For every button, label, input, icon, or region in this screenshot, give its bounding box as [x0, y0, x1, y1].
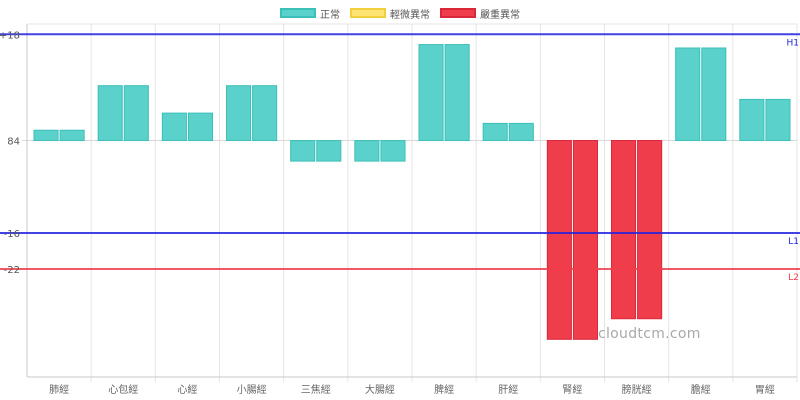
x-tick-label: 小腸經	[237, 383, 267, 396]
legend-label-severe: 嚴重異常	[480, 9, 520, 21]
y-tick-label: 84	[7, 137, 20, 148]
legend-item-normal[interactable]: 正常	[280, 6, 340, 21]
legend-label-normal: 正常	[320, 9, 340, 21]
x-tick-label: 肝經	[498, 383, 518, 396]
bar	[765, 98, 791, 142]
legend-swatch-slight	[350, 8, 386, 18]
bar	[701, 47, 727, 142]
legend-label-slight: 輕微異常	[390, 9, 430, 21]
bar	[123, 85, 149, 142]
reference-line-tag: L1	[788, 237, 799, 247]
y-tick-label: -16	[4, 229, 20, 240]
bar	[290, 140, 316, 162]
x-tick-label: 胃經	[755, 383, 775, 396]
legend-item-severe[interactable]: 嚴重異常	[440, 6, 520, 21]
x-tick-label: 肺經	[49, 383, 69, 396]
legend-item-slight[interactable]: 輕微異常	[350, 6, 430, 21]
y-tick-label: -22	[4, 265, 20, 276]
reference-line-tag: L2	[788, 273, 799, 283]
reference-line-tag: H1	[787, 38, 800, 48]
x-tick-label: 心包經	[108, 383, 138, 396]
bar	[187, 112, 214, 142]
bar	[482, 122, 508, 142]
grid	[22, 23, 798, 382]
bar	[59, 129, 85, 142]
x-tick-label: 膀胱經	[622, 383, 652, 396]
axes	[26, 24, 797, 378]
bar	[33, 129, 59, 142]
x-tick-label: 大腸經	[365, 383, 395, 396]
bar	[354, 140, 380, 162]
bar	[546, 140, 572, 340]
reference-lines	[0, 33, 800, 271]
bar	[380, 140, 406, 162]
bar	[739, 98, 765, 142]
x-tick-label: 三焦經	[301, 383, 331, 396]
watermark: cloudtcm.com	[598, 326, 701, 342]
x-tick-label: 膽經	[691, 383, 711, 396]
x-tick-label: 脾經	[434, 383, 454, 396]
bar	[316, 140, 342, 162]
axis-labels: 肺經 心包經 心經 小腸經 三焦經 大腸經 脾經 肝經 腎經 膀胱經 膽經 胃經 84 +18 H1 -16 L…	[0, 30, 799, 396]
bar	[637, 140, 663, 320]
x-tick-label: 心經	[177, 383, 197, 396]
bar	[508, 122, 534, 142]
legend: 正常 輕微異常 嚴重異常	[0, 5, 800, 21]
bar	[611, 140, 637, 320]
bar	[418, 44, 444, 142]
bar	[97, 85, 123, 142]
bar	[252, 85, 278, 142]
y-tick-label: +18	[0, 30, 20, 41]
bar	[161, 112, 187, 142]
legend-swatch-normal	[280, 8, 316, 18]
bar	[675, 47, 701, 142]
bar	[444, 44, 470, 142]
x-tick-label: 腎經	[562, 383, 582, 396]
bar	[226, 85, 252, 142]
bars	[33, 44, 791, 340]
bar	[572, 140, 599, 340]
legend-swatch-severe	[440, 8, 476, 18]
